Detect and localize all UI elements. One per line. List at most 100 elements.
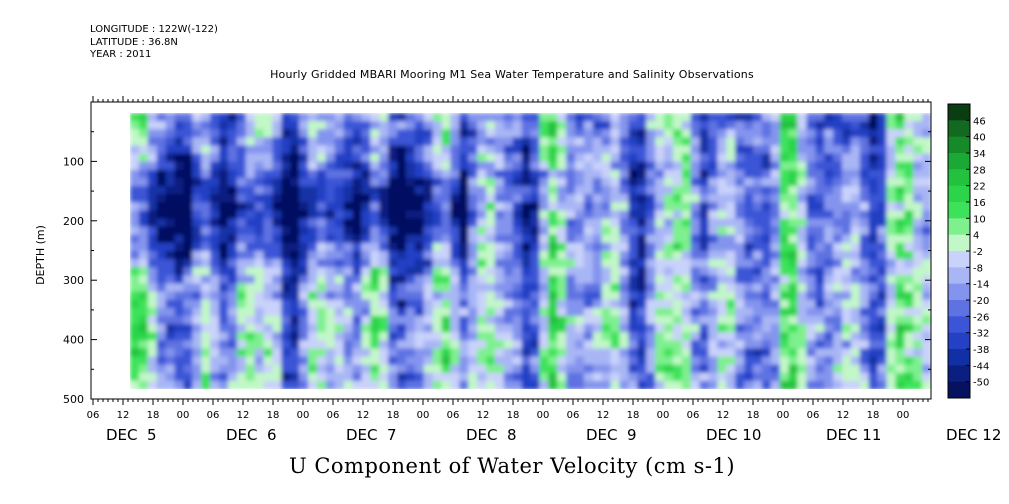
field-cell — [895, 202, 906, 212]
field-cell — [601, 307, 612, 317]
field-cell — [637, 283, 647, 293]
field-cell — [699, 186, 710, 195]
field-cell — [432, 153, 443, 163]
field-cell — [619, 259, 630, 269]
field-cell — [619, 121, 630, 131]
field-cell — [325, 177, 336, 187]
field-cell — [690, 324, 701, 333]
field-cell — [388, 129, 398, 139]
field-cell — [664, 177, 674, 187]
field-cell — [352, 307, 363, 317]
field-cell — [272, 283, 283, 293]
field-cell — [913, 291, 923, 301]
field-cell — [468, 113, 478, 122]
field-cell — [770, 218, 781, 228]
field-cell — [548, 161, 558, 171]
x-tick-label: 12 — [717, 410, 730, 421]
field-cell — [414, 324, 425, 333]
field-cell — [227, 218, 238, 228]
field-cell — [370, 275, 380, 285]
field-cell — [557, 202, 567, 212]
field-cell — [548, 332, 558, 342]
field-cell — [308, 121, 318, 131]
field-cell — [797, 194, 808, 204]
field-cell — [245, 186, 256, 195]
field-cell — [815, 307, 825, 317]
field-cell — [236, 315, 247, 325]
field-cell — [308, 267, 318, 277]
field-cell — [583, 275, 594, 285]
field-cell — [370, 356, 380, 366]
field-cell — [753, 210, 763, 220]
field-cell — [904, 145, 914, 155]
field-cell — [717, 145, 728, 155]
field-cell — [592, 129, 603, 139]
field-cell — [797, 145, 808, 155]
field-cell — [192, 186, 202, 195]
field-cell — [236, 356, 247, 366]
field-cell — [423, 356, 434, 366]
y-tick-label: 400 — [63, 334, 84, 347]
field-cell — [281, 332, 291, 342]
colorbar-segment — [948, 202, 970, 219]
field-cell — [227, 121, 238, 131]
field-cell — [414, 315, 425, 325]
field-cell — [405, 259, 416, 269]
field-cell — [806, 340, 817, 350]
field-cell — [201, 291, 211, 301]
field-cell — [414, 153, 425, 163]
field-cell — [352, 234, 363, 244]
field-cell — [361, 356, 372, 366]
field-cell — [699, 332, 710, 342]
field-cell — [566, 202, 576, 212]
field-cell — [343, 275, 354, 285]
field-cell — [370, 324, 380, 333]
field-cell — [797, 372, 808, 382]
field-cell — [174, 307, 185, 317]
field-cell — [459, 283, 469, 293]
field-cell — [850, 218, 861, 228]
field-cell — [566, 226, 576, 236]
field-cell — [308, 145, 318, 155]
field-cell — [646, 340, 656, 350]
field-cell — [423, 153, 434, 163]
field-cell — [254, 210, 265, 220]
field-cell — [619, 356, 630, 366]
field-cell — [308, 242, 318, 252]
field-cell — [423, 291, 434, 301]
field-cell — [744, 332, 754, 342]
field-cell — [655, 177, 665, 187]
field-cell — [637, 177, 647, 187]
field-cell — [423, 259, 434, 269]
field-cell — [575, 364, 585, 374]
field-cell — [325, 299, 336, 309]
field-cell — [539, 226, 550, 236]
field-cell — [503, 218, 514, 228]
field-cell — [895, 113, 906, 122]
field-cell — [254, 186, 265, 195]
field-cell — [655, 186, 665, 195]
field-cell — [130, 161, 140, 171]
field-cell — [227, 226, 238, 236]
field-cell — [548, 356, 558, 366]
field-cell — [210, 153, 220, 163]
field-cell — [210, 145, 220, 155]
field-cell — [842, 283, 852, 293]
field-cell — [379, 121, 389, 131]
field-cell — [130, 113, 140, 122]
field-cell — [156, 267, 167, 277]
field-cell — [405, 210, 416, 220]
field-cell — [530, 153, 541, 163]
field-cell — [414, 340, 425, 350]
field-cell — [441, 332, 452, 342]
field-cell — [334, 242, 345, 252]
field-cell — [147, 283, 158, 293]
field-cell — [130, 234, 140, 244]
field-cell — [530, 364, 541, 374]
field-cell — [859, 194, 870, 204]
field-cell — [744, 186, 754, 195]
field-cell — [441, 372, 452, 382]
colorbar-label: -14 — [973, 280, 989, 291]
field-cell — [557, 275, 567, 285]
field-cell — [664, 307, 674, 317]
